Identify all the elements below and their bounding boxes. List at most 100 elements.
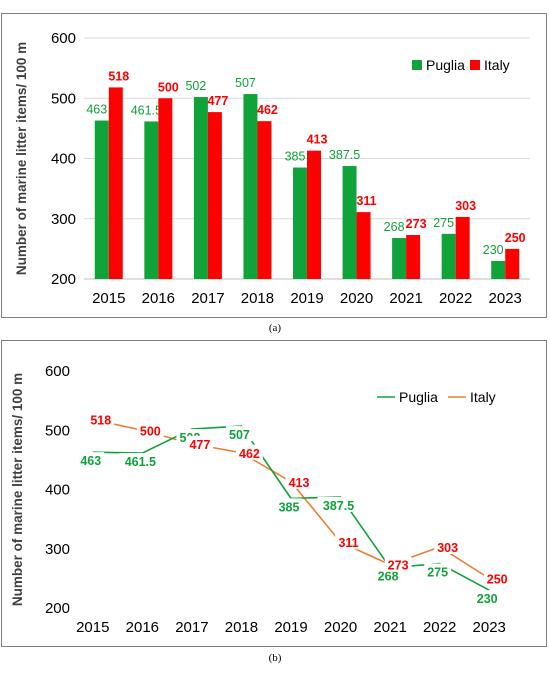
bar-italy — [455, 216, 470, 279]
x-tick-label: 2022 — [439, 290, 472, 307]
data-label-italy: 250 — [487, 572, 508, 586]
bar-puglia — [144, 121, 159, 279]
data-label-bg — [136, 422, 164, 438]
x-tick-label: 2020 — [340, 290, 373, 307]
data-label-italy: 311 — [338, 536, 358, 550]
data-label-puglia: 463 — [80, 454, 101, 468]
bar-italy — [356, 212, 371, 279]
x-tick-label: 2020 — [324, 619, 357, 636]
y-axis-label: Number of marine litter items/ 100 m — [10, 373, 25, 606]
x-tick-label: 2021 — [373, 619, 406, 636]
bar-italy — [307, 150, 321, 279]
y-tick-label: 600 — [51, 30, 76, 47]
y-tick-label: 300 — [45, 541, 70, 558]
data-label-puglia: 463 — [86, 103, 107, 117]
data-label-puglia: 461.5 — [125, 455, 156, 469]
data-label-bg — [119, 453, 162, 469]
bar-puglia — [293, 167, 307, 279]
caption-b: (b) — [268, 652, 282, 664]
data-label-italy: 303 — [455, 199, 476, 213]
x-tick-label: 2022 — [423, 619, 456, 636]
legend-swatch-italy — [470, 60, 480, 70]
data-label-italy: 500 — [158, 80, 179, 94]
data-label-puglia: 507 — [235, 76, 256, 90]
bar-puglia — [342, 166, 357, 279]
data-label-italy: 500 — [140, 424, 161, 438]
y-tick-label: 600 — [45, 363, 70, 380]
x-tick-label: 2016 — [126, 619, 159, 636]
y-tick-label: 400 — [45, 482, 70, 499]
x-tick-label: 2016 — [142, 290, 175, 307]
y-tick-label: 200 — [51, 271, 76, 288]
bar-puglia — [491, 260, 506, 279]
bar-italy — [257, 121, 272, 280]
legend-label-italy: Italy — [470, 389, 496, 405]
bar-puglia — [441, 233, 456, 279]
data-label-italy: 518 — [108, 69, 129, 83]
data-label-puglia: 387.5 — [329, 148, 360, 162]
data-label-puglia: 275 — [433, 216, 454, 230]
x-tick-label: 2021 — [389, 290, 422, 307]
data-label-italy: 477 — [189, 438, 210, 452]
bar-italy — [158, 98, 173, 279]
data-label-bg — [473, 590, 501, 606]
x-tick-label: 2015 — [76, 619, 109, 636]
bar-puglia — [193, 97, 208, 279]
data-label-italy: 250 — [505, 231, 526, 245]
data-label-bg — [483, 570, 511, 586]
data-label-puglia: 230 — [483, 243, 504, 257]
x-tick-label: 2018 — [225, 619, 258, 636]
data-label-bg — [77, 452, 105, 468]
data-label-puglia: 507 — [229, 428, 250, 442]
y-tick-label: 500 — [51, 90, 76, 107]
bar-italy — [207, 112, 222, 279]
data-label-italy: 311 — [356, 194, 376, 208]
x-tick-label: 2017 — [175, 619, 208, 636]
bar-italy — [505, 248, 520, 279]
legend-label-puglia: Puglia — [399, 389, 438, 405]
y-tick-label: 300 — [51, 211, 76, 228]
data-label-bg — [226, 426, 253, 442]
data-label-bg — [424, 563, 452, 579]
data-label-bg — [285, 473, 313, 489]
x-tick-label: 2023 — [489, 290, 522, 307]
data-label-puglia: 268 — [378, 570, 399, 584]
data-label-bg — [384, 556, 412, 572]
data-label-bg — [434, 538, 462, 554]
y-tick-label: 200 — [45, 600, 70, 617]
legend-label-italy: Italy — [484, 57, 510, 73]
bar-puglia — [392, 238, 407, 279]
data-label-bg — [236, 444, 263, 460]
data-label-italy: 462 — [257, 103, 278, 117]
x-tick-label: 2019 — [290, 290, 323, 307]
data-label-puglia: 268 — [384, 220, 405, 234]
y-axis-label: Number of marine litter items/ 100 m — [14, 42, 29, 275]
data-label-puglia: 387.5 — [323, 499, 354, 513]
data-label-puglia: 385 — [285, 150, 306, 164]
x-tick-label: 2023 — [473, 619, 506, 636]
legend-swatch-puglia — [412, 60, 422, 70]
data-label-puglia: 502 — [185, 79, 206, 93]
data-label-puglia: 230 — [477, 592, 498, 606]
data-label-puglia: 275 — [427, 566, 448, 580]
y-tick-label: 500 — [45, 422, 70, 439]
caption-a: (a) — [268, 322, 282, 334]
line-chart-panel — [1, 340, 547, 647]
data-label-bg — [275, 498, 303, 514]
x-tick-label: 2017 — [191, 290, 224, 307]
data-label-italy: 303 — [437, 541, 458, 555]
data-label-italy: 273 — [406, 217, 427, 231]
legend-label-puglia: Puglia — [426, 57, 465, 73]
bar-italy — [406, 235, 421, 279]
data-label-bg — [317, 496, 360, 512]
y-tick-label: 400 — [51, 151, 76, 168]
bar-puglia — [243, 94, 258, 279]
bar-italy — [108, 87, 123, 279]
data-label-puglia: 385 — [279, 500, 300, 514]
data-label-italy: 462 — [239, 447, 260, 461]
data-label-bg — [186, 435, 214, 451]
data-label-italy: 518 — [90, 414, 111, 428]
data-label-bg — [335, 534, 362, 550]
bar-puglia — [94, 120, 109, 279]
